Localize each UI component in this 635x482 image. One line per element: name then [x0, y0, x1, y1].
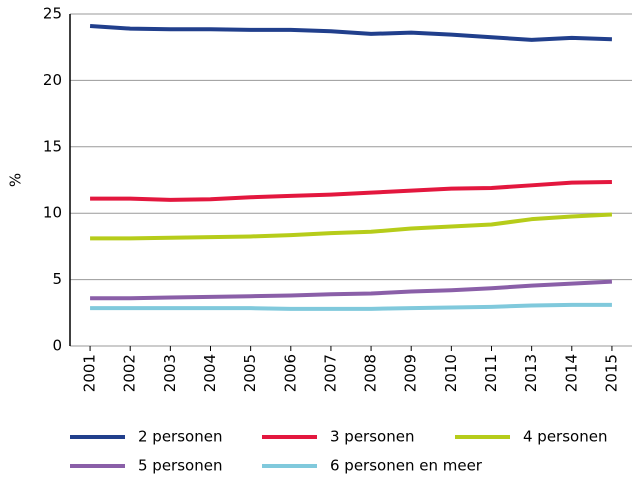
x-tick-label: 2002: [121, 354, 139, 392]
series-line: [90, 212, 613, 241]
legend-label: 4 personen: [523, 428, 607, 446]
x-tick-label: 2004: [201, 354, 219, 392]
y-axis-label: %: [7, 173, 25, 187]
series-line: [90, 302, 612, 311]
x-tick-label: 2009: [402, 354, 420, 392]
x-tick-label: 2013: [522, 354, 540, 392]
series-line: [90, 279, 613, 301]
x-tick-label: 2008: [362, 354, 380, 392]
series-line: [89, 23, 612, 42]
y-tick-label: 0: [52, 337, 62, 355]
x-tick-label: 2001: [81, 354, 99, 392]
y-tick-label: 15: [43, 137, 62, 155]
x-tick-label: 2006: [281, 354, 299, 392]
legend-label: 6 personen en meer: [330, 457, 483, 475]
y-tick-label: 20: [43, 71, 62, 89]
legend-label: 3 personen: [330, 428, 414, 446]
x-tick-label: 2015: [602, 354, 620, 392]
x-tick-label: 2003: [161, 354, 179, 392]
y-tick-label: 25: [43, 5, 62, 23]
y-tick-label: 10: [43, 204, 62, 222]
legend-label: 5 personen: [138, 457, 222, 475]
x-tick-label: 2005: [241, 354, 259, 392]
legend-label: 2 personen: [138, 428, 222, 446]
x-tick-label: 2007: [321, 354, 339, 392]
x-tick-label: 2014: [562, 354, 580, 392]
x-tick-label: 2011: [482, 354, 500, 392]
x-tick-label: 2010: [442, 354, 460, 392]
y-tick-label: 5: [52, 270, 62, 288]
series-line: [90, 179, 612, 202]
